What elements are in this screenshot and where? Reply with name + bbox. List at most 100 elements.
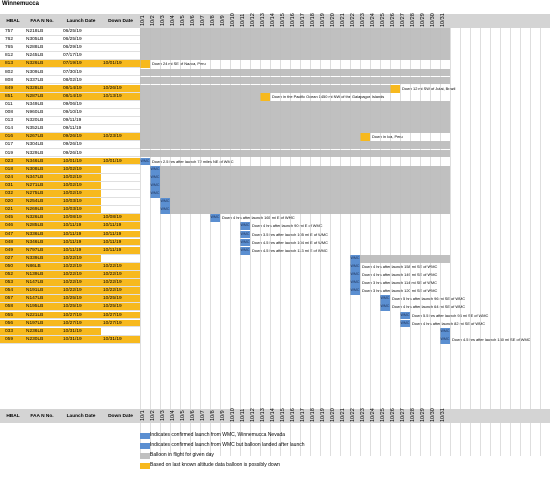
cell-down [101, 328, 140, 336]
date-header-6: 10/6 [190, 15, 196, 27]
cell-launch: 10/31/19 [61, 335, 101, 344]
date-header-19: 10/19 [320, 408, 326, 422]
table-row: 808 N337LB 08/02/19 [0, 76, 550, 85]
cell-down [101, 52, 140, 61]
cell-launch: 10/22/19 [61, 287, 101, 296]
in-flight-bar [140, 92, 260, 101]
in-flight-bar [140, 36, 450, 44]
date-header-8: 10/8 [210, 15, 216, 27]
cell-launch: 10/03/19 [61, 198, 101, 206]
wmc-launch-marker: WMC [350, 254, 360, 263]
cell-down [101, 255, 140, 263]
sheet-title: Winnemucca [2, 1, 39, 7]
date-header-10: 10/10 [230, 13, 236, 27]
date-header-5: 10/5 [180, 15, 186, 27]
cell-launch: 10/02/19 [61, 181, 101, 190]
in-flight-bar [140, 109, 450, 117]
footer-faa: FAA N No. [30, 414, 54, 419]
cell-faa: N337LB [23, 77, 61, 85]
cell-hbal: 046 [0, 222, 23, 231]
cell-down [101, 125, 140, 134]
row-note: Down 24 mi SE of Nazca, Peru [151, 60, 207, 69]
header-launch-date: Launch Date [66, 19, 96, 24]
cell-hbal: 058 [0, 303, 23, 312]
cell-faa: N236LB [23, 327, 61, 336]
table-row: 014 N352LB 09/11/19 [0, 125, 550, 134]
date-header-12: 10/12 [250, 13, 256, 27]
cell-faa: N221LB [23, 311, 61, 320]
cell-hbal: 059 [0, 335, 23, 344]
cell-hbal: 048 [0, 238, 23, 247]
wmc-launch-marker: WMC [150, 165, 160, 174]
date-header-15: 10/15 [280, 408, 286, 422]
cell-down [101, 166, 140, 174]
cell-launch: 09/26/19 [61, 150, 101, 158]
cell-launch: 08/02/19 [61, 77, 101, 85]
table-row: 851 N287LB 08/14/19 10/13/19 Down in the Pac… [0, 92, 550, 101]
cell-hbal: 053 [0, 279, 23, 287]
date-header-15: 10/15 [280, 13, 286, 27]
cell-hbal: 032 [0, 190, 23, 198]
table-row: WMC 054 N191LB 10/22/19 10/22/19 Down 3 hrs a… [0, 287, 550, 296]
legend-text: Indicates confirmed launch from WMC but … [150, 442, 305, 448]
cell-launch: 09/10/19 [61, 109, 101, 117]
date-header-4: 10/4 [170, 15, 176, 27]
cell-hbal: 762 [0, 36, 23, 44]
date-header-14: 10/14 [270, 13, 276, 27]
row-note: Down 5 hrs after launch 96 mi SE of WMC [391, 295, 467, 304]
cell-faa: N326LB [23, 214, 61, 223]
date-header-17: 10/17 [300, 13, 306, 27]
cell-launch: 09/06/19 [61, 101, 101, 109]
date-header-21: 10/21 [340, 13, 346, 27]
cell-hbal: 808 [0, 77, 23, 85]
cell-faa: N347LB [23, 173, 61, 182]
cell-hbal: 013 [0, 117, 23, 125]
date-header-1: 10/1 [140, 15, 146, 27]
possibly-down-marker [390, 84, 400, 93]
cell-launch: 06/25/19 [61, 28, 101, 36]
table-row: WMC 021 N269LB 10/03/19 [0, 206, 550, 215]
date-header-2: 10/2 [150, 15, 156, 27]
header-hbal: HBAL [6, 19, 20, 24]
cell-hbal: 812 [0, 52, 23, 61]
cell-hbal: 031 [0, 181, 23, 190]
cell-hbal: 027 [0, 254, 23, 263]
in-flight-bar [360, 254, 450, 263]
in-flight-bar [140, 125, 450, 134]
in-flight-bar [140, 117, 450, 125]
wmc-launch-marker: WMC [400, 319, 410, 328]
cell-launch: 07/30/19 [61, 69, 101, 77]
cell-hbal: 802 [0, 69, 23, 77]
table-row: WMC 050 N86LB 10/22/19 10/22/19 Down 4 hrs af… [0, 262, 550, 271]
cell-down [101, 141, 140, 150]
footer-launch-date: Launch Date [66, 414, 96, 419]
cell-faa: N147LB [23, 279, 61, 287]
cell-launch: 06/25/19 [61, 36, 101, 44]
date-header-11: 10/11 [240, 13, 246, 27]
date-header-13: 10/13 [260, 13, 266, 27]
in-flight-bar [140, 84, 390, 93]
row-note: Down 4 hrs after launch 149 mi SE of WMC [361, 271, 439, 279]
cell-down [101, 190, 140, 198]
date-header-25: 10/25 [380, 13, 386, 27]
table-row: WMC 027 N339LB 10/22/19 [0, 254, 550, 263]
cell-launch: 10/22/19 [61, 254, 101, 263]
wmc-launch-marker: WMC [150, 173, 160, 182]
cell-launch: 10/31/19 [61, 327, 101, 336]
cell-hbal: 056 [0, 319, 23, 328]
cell-faa: N147LB [23, 295, 61, 304]
table-row: WMC 020 N254LB 10/03/19 [0, 198, 550, 206]
in-flight-bar [140, 133, 360, 142]
cell-down: 10/26/19 [101, 84, 140, 93]
cell-hbal: 019 [0, 150, 23, 158]
date-header-16: 10/16 [290, 13, 296, 27]
cell-down [101, 109, 140, 117]
legend-swatch [140, 443, 150, 449]
date-header-14: 10/14 [270, 408, 276, 422]
cell-launch: 08/14/19 [61, 92, 101, 101]
date-header-6: 10/6 [190, 410, 196, 422]
date-header-25: 10/25 [380, 408, 386, 422]
date-header-24: 10/24 [370, 408, 376, 422]
table-row: 016 N267LB 09/26/19 10/23/19 Down in Ica, Pe… [0, 133, 550, 142]
table-row: WMC 023 N346LB 10/01/19 10/01/19 Down 2.5 hrs… [0, 157, 550, 166]
